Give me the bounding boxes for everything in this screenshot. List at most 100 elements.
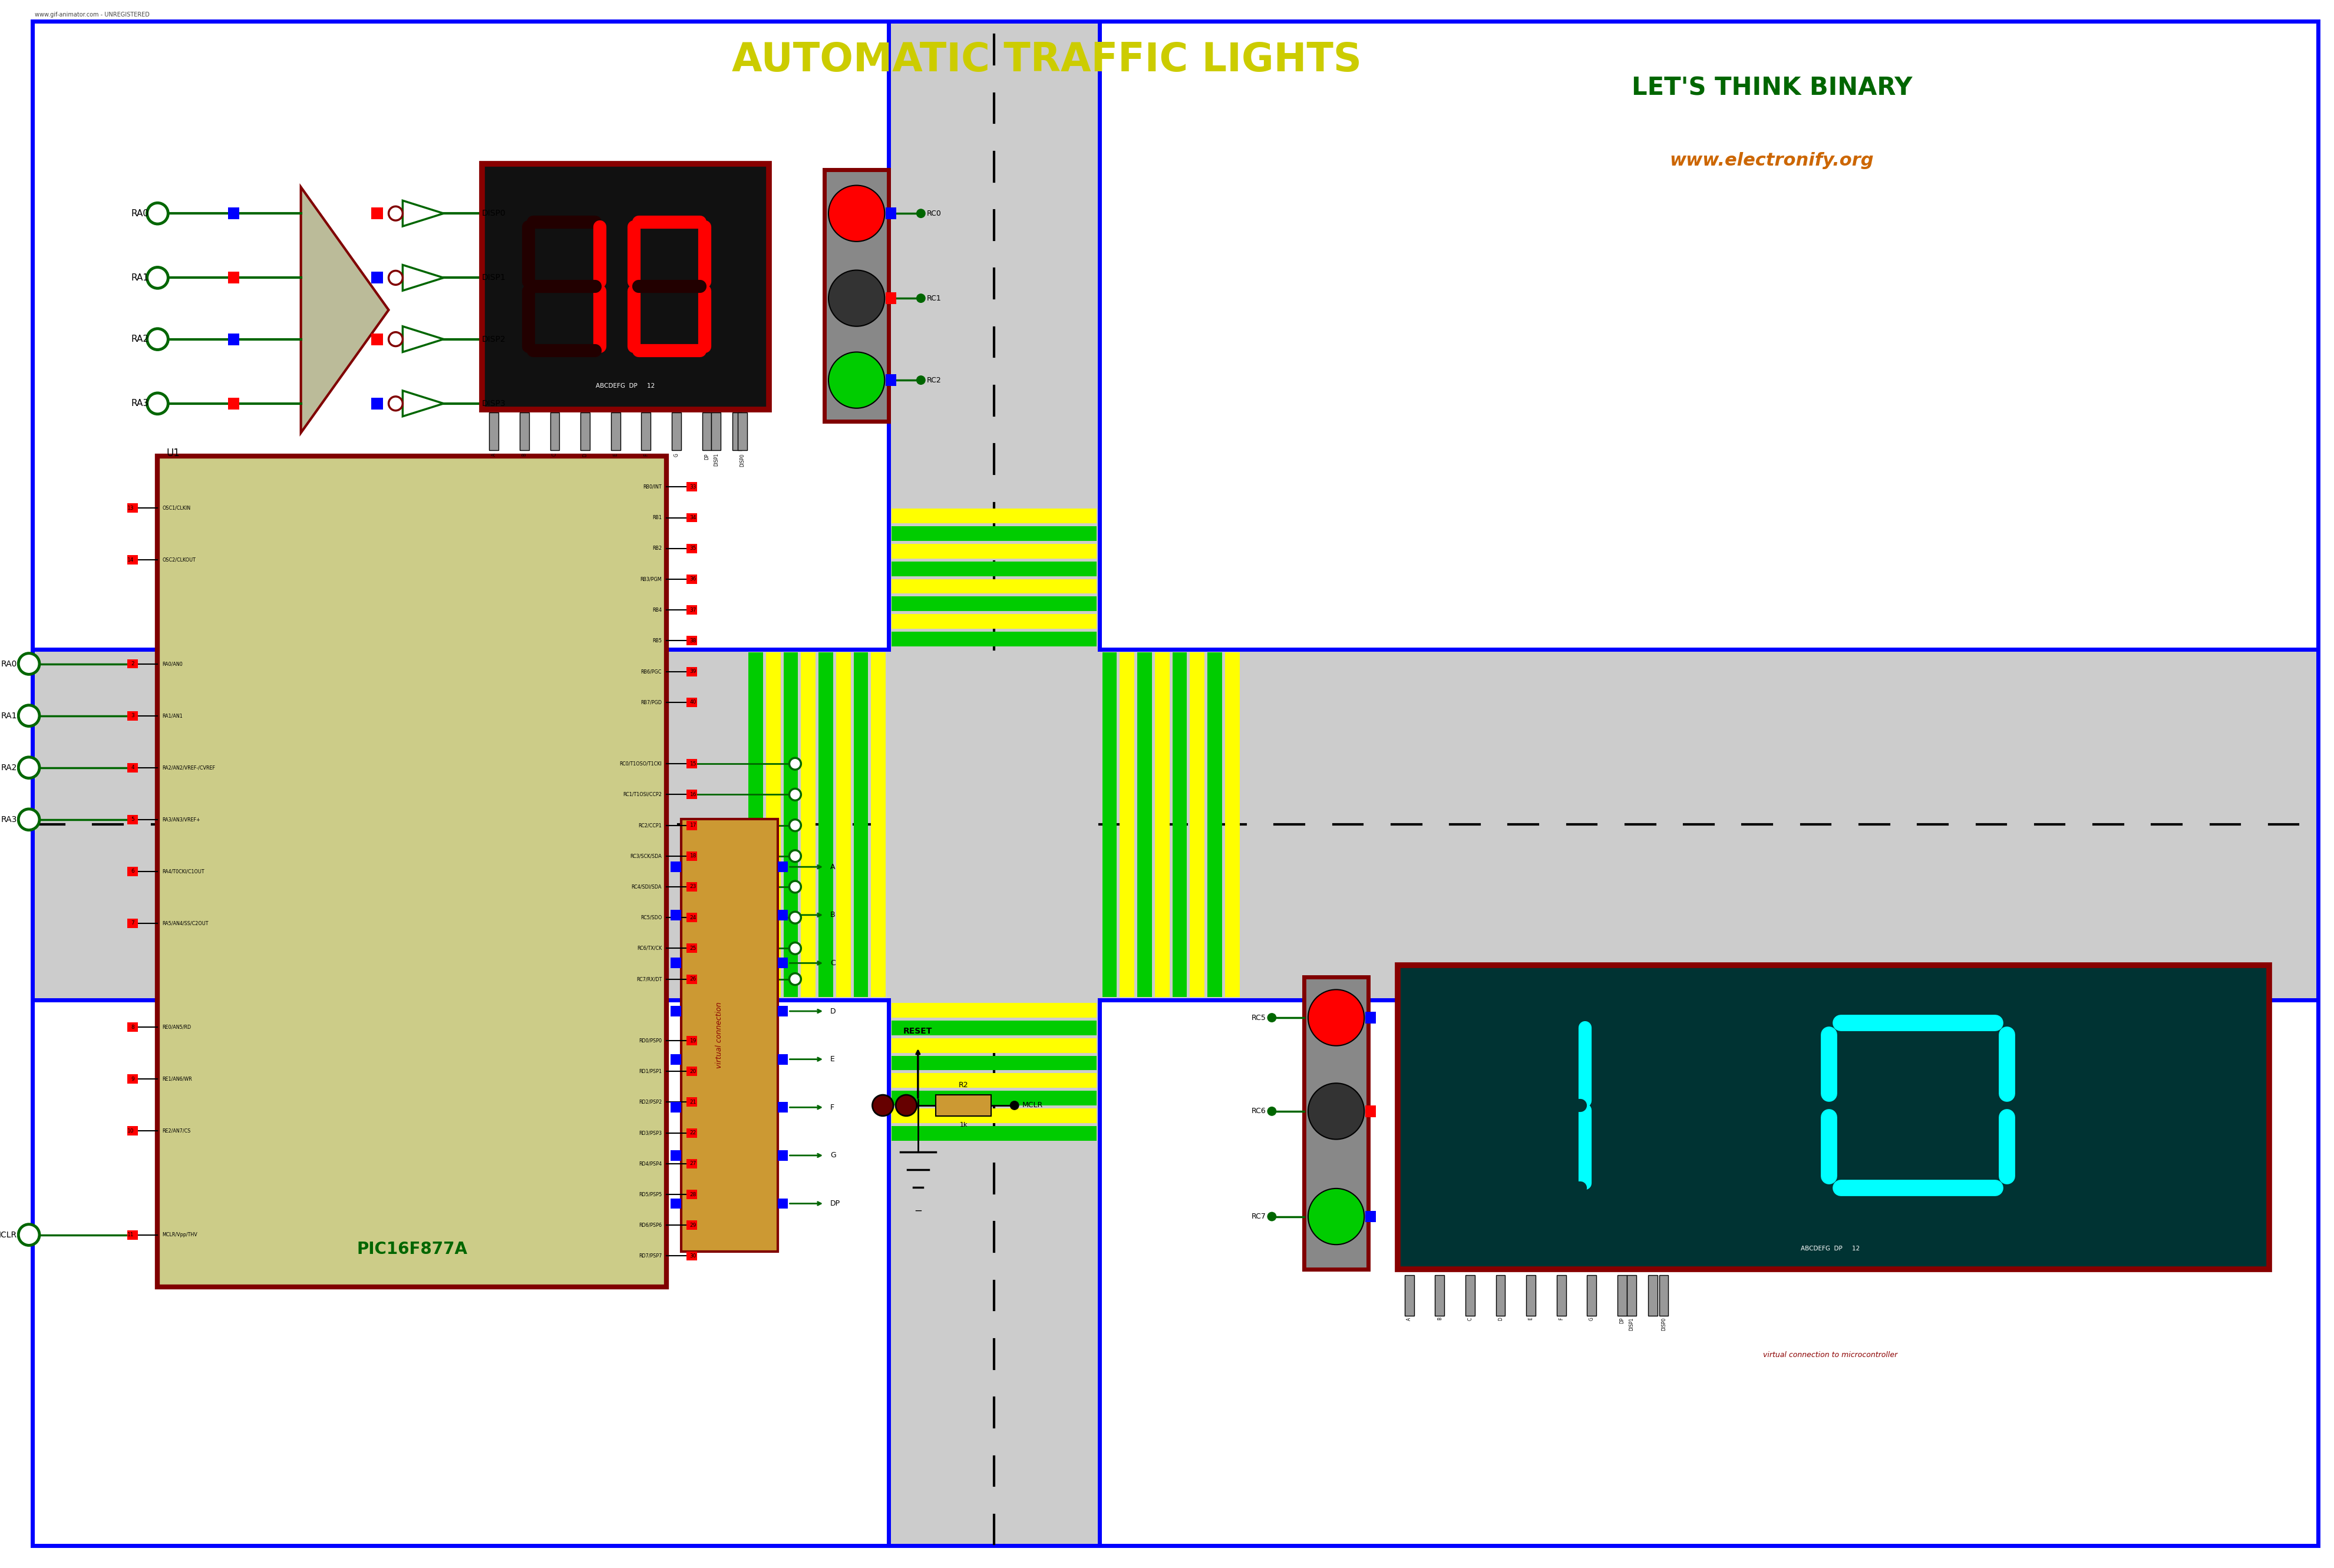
Bar: [126, 503, 138, 513]
Bar: [670, 1102, 682, 1113]
Bar: [1627, 1275, 1636, 1316]
Text: E: E: [614, 453, 619, 456]
Bar: [892, 508, 1097, 524]
Text: MCLR: MCLR: [1022, 1102, 1043, 1109]
Text: 38: 38: [691, 638, 696, 643]
Text: RB6/PGC: RB6/PGC: [642, 670, 663, 674]
Text: RD6/PSP6: RD6/PSP6: [640, 1223, 663, 1228]
Circle shape: [789, 789, 801, 800]
Bar: [936, 1094, 992, 1116]
Bar: [229, 207, 240, 220]
Bar: [892, 561, 1097, 575]
Text: RD2/PSP2: RD2/PSP2: [640, 1099, 663, 1105]
Circle shape: [19, 1225, 40, 1245]
Bar: [1305, 977, 1368, 1269]
Bar: [686, 666, 698, 676]
Text: 5: 5: [131, 817, 133, 822]
Text: C: C: [553, 453, 558, 456]
Text: D: D: [584, 453, 588, 456]
Text: RESET: RESET: [903, 1027, 934, 1035]
Text: RC1: RC1: [927, 295, 941, 303]
Circle shape: [19, 706, 40, 726]
Bar: [670, 862, 682, 872]
Bar: [126, 1022, 138, 1032]
Polygon shape: [404, 201, 443, 226]
Bar: [686, 698, 698, 707]
Text: virtual connection to microcontroller: virtual connection to microcontroller: [1762, 1352, 1898, 1359]
Circle shape: [917, 209, 927, 218]
Bar: [1155, 652, 1169, 997]
Bar: [777, 958, 789, 969]
Circle shape: [789, 850, 801, 862]
Circle shape: [1307, 1083, 1365, 1140]
Text: 35: 35: [691, 546, 696, 550]
Text: 27: 27: [691, 1160, 696, 1167]
Bar: [686, 1036, 698, 1046]
Bar: [670, 958, 682, 969]
Text: AUTOMATIC TRAFFIC LIGHTS: AUTOMATIC TRAFFIC LIGHTS: [733, 41, 1361, 80]
Bar: [892, 1038, 1097, 1052]
Circle shape: [789, 820, 801, 831]
Text: 34: 34: [691, 514, 696, 521]
Text: 30: 30: [691, 1253, 696, 1259]
Bar: [686, 1220, 698, 1229]
Text: 20: 20: [691, 1069, 696, 1074]
Polygon shape: [404, 265, 443, 290]
Bar: [1435, 1275, 1445, 1316]
Bar: [670, 1151, 682, 1160]
Text: DISP1: DISP1: [714, 453, 719, 466]
Bar: [892, 596, 1097, 612]
Bar: [892, 1004, 1097, 1018]
Text: 10: 10: [128, 1129, 133, 1134]
Text: 22: 22: [691, 1131, 696, 1135]
Text: F: F: [831, 1104, 836, 1112]
Text: DP: DP: [831, 1200, 840, 1207]
Bar: [1398, 964, 2269, 1269]
Text: 11: 11: [128, 1232, 133, 1237]
Text: DISP0: DISP0: [1662, 1317, 1666, 1330]
Bar: [712, 412, 721, 450]
Polygon shape: [404, 326, 443, 353]
Text: RA2/AN2/VREF-/CVREF: RA2/AN2/VREF-/CVREF: [163, 765, 215, 770]
Text: RA2: RA2: [0, 764, 16, 771]
Bar: [686, 913, 698, 922]
Text: RC6: RC6: [1251, 1107, 1265, 1115]
Text: 25: 25: [691, 946, 696, 952]
Bar: [887, 375, 896, 386]
Circle shape: [829, 353, 885, 408]
Text: D: D: [831, 1007, 836, 1014]
Circle shape: [390, 207, 404, 221]
Bar: [777, 1102, 789, 1113]
Text: RA0: RA0: [0, 660, 16, 668]
Bar: [686, 851, 698, 861]
Bar: [686, 883, 698, 892]
Text: RA4/T0CKI/C1OUT: RA4/T0CKI/C1OUT: [163, 869, 205, 873]
Text: 37: 37: [691, 607, 696, 613]
Text: E: E: [1529, 1317, 1533, 1320]
Bar: [371, 334, 383, 345]
Bar: [35, 1000, 889, 1544]
Text: 1k: 1k: [959, 1121, 969, 1127]
Text: RC5: RC5: [1251, 1014, 1265, 1021]
Text: RD7/PSP7: RD7/PSP7: [640, 1253, 663, 1259]
Text: F: F: [1559, 1317, 1564, 1320]
Text: 40: 40: [691, 699, 696, 706]
Text: DISP2: DISP2: [481, 336, 506, 343]
Bar: [1172, 652, 1188, 997]
Bar: [686, 637, 698, 646]
Bar: [686, 944, 698, 953]
Text: RD4/PSP4: RD4/PSP4: [640, 1160, 663, 1167]
Text: G: G: [1589, 1317, 1594, 1320]
Text: RD1/PSP1: RD1/PSP1: [640, 1069, 663, 1074]
Circle shape: [19, 757, 40, 778]
Circle shape: [789, 881, 801, 892]
Text: 24: 24: [691, 916, 696, 920]
Bar: [686, 759, 698, 768]
Bar: [892, 632, 1097, 646]
Text: RA1: RA1: [0, 712, 16, 720]
Text: 17: 17: [691, 823, 696, 828]
Circle shape: [917, 375, 927, 384]
Text: RA5/AN4/SS/C2OUT: RA5/AN4/SS/C2OUT: [163, 920, 208, 927]
Text: RA1: RA1: [131, 273, 149, 282]
Bar: [126, 555, 138, 564]
